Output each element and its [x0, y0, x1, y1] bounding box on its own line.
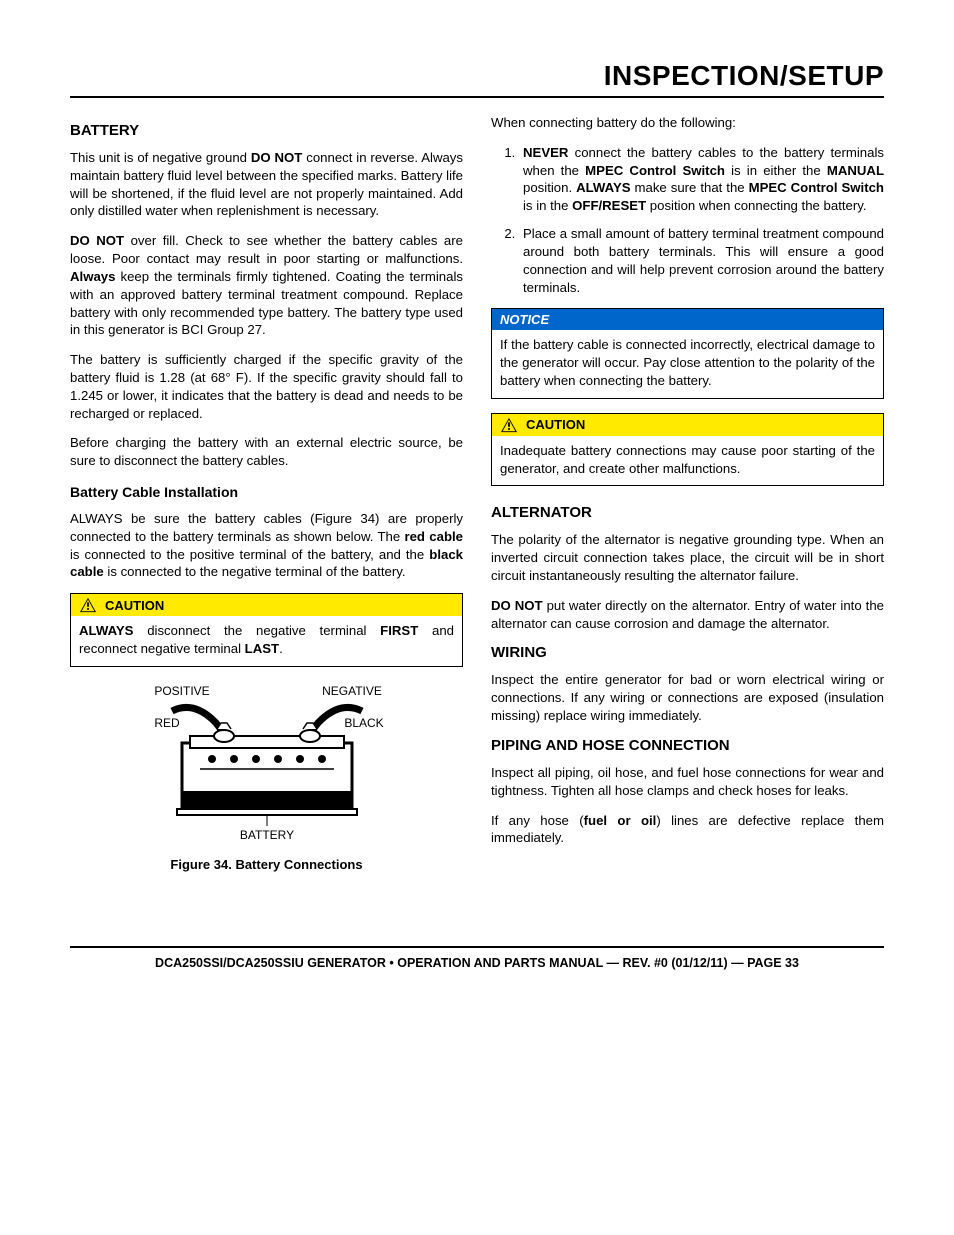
warning-icon [79, 597, 97, 613]
connect-intro: When connecting battery do the following… [491, 114, 884, 132]
notice-box: NOTICE If the battery cable is connected… [491, 308, 884, 398]
caution-box-2: CAUTION Inadequate battery connections m… [491, 413, 884, 487]
step-1: NEVER connect the battery cables to the … [519, 144, 884, 215]
caution-header-1: CAUTION [71, 594, 462, 616]
alternator-heading: ALTERNATOR [491, 504, 884, 521]
notice-header: NOTICE [492, 309, 883, 330]
red-label: RED [154, 716, 180, 730]
notice-body: If the battery cable is connected incorr… [492, 330, 883, 397]
battery-p2: DO NOT over fill. Check to see whether t… [70, 232, 463, 339]
step-2: Place a small amount of battery terminal… [519, 225, 884, 296]
battery-p1: This unit is of negative ground DO NOT c… [70, 149, 463, 220]
figure-34: POSITIVE NEGATIVE RED BLACK [70, 681, 463, 872]
page-title: INSPECTION/SETUP [70, 60, 884, 98]
cable-p: ALWAYS be sure the battery cables (Figur… [70, 510, 463, 581]
figure-caption: Figure 34. Battery Connections [70, 857, 463, 872]
left-column: BATTERY This unit is of negative ground … [70, 114, 463, 886]
caution-body-2: Inadequate battery connections may cause… [492, 436, 883, 486]
warning-icon [500, 417, 518, 433]
right-column: When connecting battery do the following… [491, 114, 884, 886]
battery-p4: Before charging the battery with an exte… [70, 434, 463, 470]
alternator-p2: DO NOT put water directly on the alterna… [491, 597, 884, 633]
piping-heading: PIPING AND HOSE CONNECTION [491, 737, 884, 754]
battery-diagram-svg: POSITIVE NEGATIVE RED BLACK [112, 681, 422, 851]
wiring-heading: WIRING [491, 644, 884, 661]
caution-box-1: CAUTION ALWAYS disconnect the negative t… [70, 593, 463, 667]
page-footer: DCA250SSI/DCA250SSIU GENERATOR • OPERATI… [70, 946, 884, 970]
battery-heading: BATTERY [70, 122, 463, 139]
content-columns: BATTERY This unit is of negative ground … [70, 114, 884, 886]
battery-label: BATTERY [239, 828, 293, 842]
caution-body-1: ALWAYS disconnect the negative terminal … [71, 616, 462, 666]
caution-header-2: CAUTION [492, 414, 883, 436]
piping-p2: If any hose (fuel or oil) lines are defe… [491, 812, 884, 848]
caution-label-2: CAUTION [526, 417, 585, 432]
positive-label: POSITIVE [154, 684, 209, 698]
caution-label-1: CAUTION [105, 598, 164, 613]
cable-install-heading: Battery Cable Installation [70, 484, 463, 500]
black-label: BLACK [344, 716, 383, 730]
connect-steps: NEVER connect the battery cables to the … [491, 144, 884, 297]
piping-p1: Inspect all piping, oil hose, and fuel h… [491, 764, 884, 800]
battery-p3: The battery is sufficiently charged if t… [70, 351, 463, 422]
alternator-p1: The polarity of the alternator is negati… [491, 531, 884, 584]
wiring-p: Inspect the entire generator for bad or … [491, 671, 884, 724]
negative-label: NEGATIVE [322, 684, 382, 698]
